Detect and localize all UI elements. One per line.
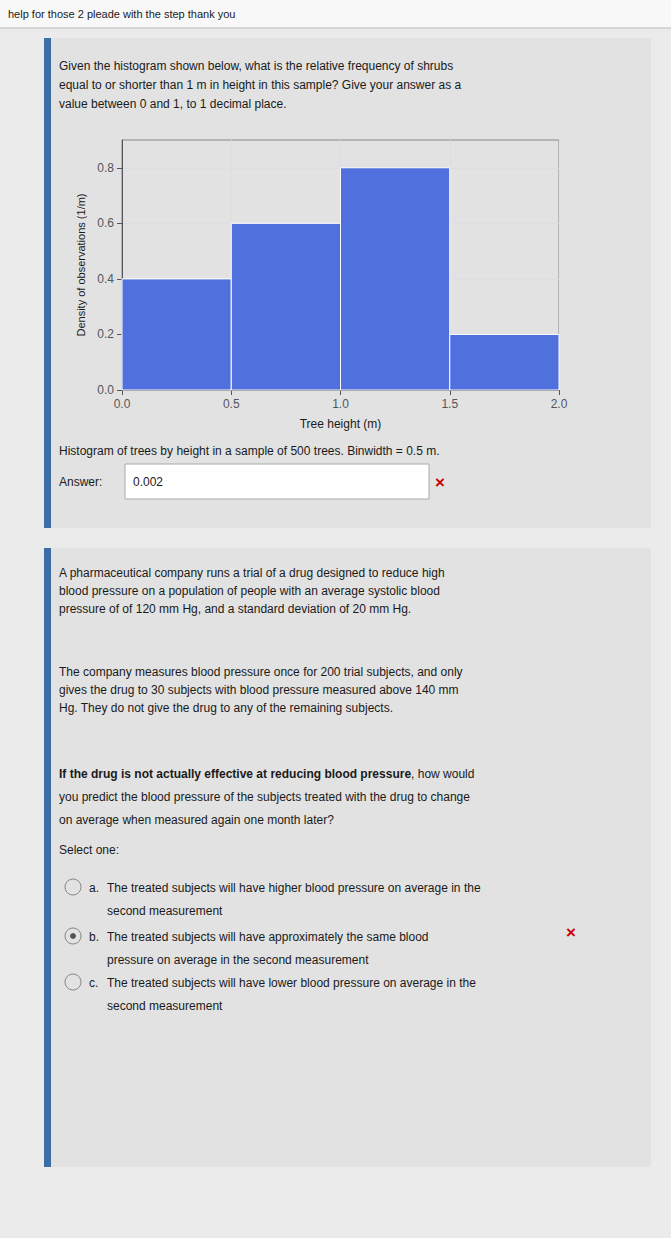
svg-text:Histogram of trees by height i: Histogram of trees by height in a sample…	[59, 444, 440, 458]
svg-text:second measurement: second measurement	[107, 999, 223, 1013]
svg-text:0.5: 0.5	[223, 397, 240, 411]
svg-text:second measurement: second measurement	[107, 904, 223, 918]
svg-text:0.4: 0.4	[97, 272, 114, 286]
svg-text:gives the drug to 30 subjects: gives the drug to 30 subjects with blood…	[59, 683, 459, 697]
svg-text:c.: c.	[89, 976, 98, 990]
svg-text:1.5: 1.5	[441, 397, 458, 411]
svg-text:0.6: 0.6	[97, 216, 114, 230]
svg-text:2.0: 2.0	[551, 397, 568, 411]
svg-text:pressure of of 120 mm Hg, and: pressure of of 120 mm Hg, and a standard…	[59, 602, 411, 616]
svg-text:0.2: 0.2	[97, 327, 114, 341]
svg-text:0.002: 0.002	[133, 475, 163, 489]
svg-text:A pharmaceutical company runs: A pharmaceutical company runs a trial of…	[59, 566, 445, 580]
svg-text:0.0: 0.0	[114, 397, 131, 411]
svg-text:pressure on average in the sec: pressure on average in the second measur…	[107, 953, 369, 967]
svg-text:you predict the blood pressure: you predict the blood pressure of the su…	[59, 790, 470, 804]
svg-text:help for those 2 pleade with t: help for those 2 pleade with the step th…	[8, 8, 236, 20]
svg-text:The company measures blood pre: The company measures blood pressure once…	[59, 665, 463, 679]
svg-text:, how would: , how would	[411, 767, 474, 781]
svg-text:Select one:: Select one:	[59, 843, 119, 857]
svg-text:The treated subjects will have: The treated subjects will have approxima…	[107, 930, 429, 944]
svg-text:Density of observations (1/m): Density of observations (1/m)	[75, 193, 87, 336]
svg-text:on average when measured again: on average when measured again one month…	[59, 813, 334, 827]
svg-text:a.: a.	[89, 881, 99, 895]
svg-text:If the drug is not actually ef: If the drug is not actually effective at…	[59, 767, 411, 781]
svg-text:0.8: 0.8	[97, 161, 114, 175]
svg-text:equal to or shorter than 1 m i: equal to or shorter than 1 m in height i…	[59, 78, 462, 92]
svg-text:The treated subjects will have: The treated subjects will have higher bl…	[107, 881, 481, 895]
svg-text:Tree height (m): Tree height (m)	[300, 417, 382, 431]
svg-text:×: ×	[435, 473, 445, 492]
svg-text:Given the histogram shown belo: Given the histogram shown below, what is…	[59, 59, 453, 73]
svg-text:Answer:: Answer:	[59, 475, 102, 489]
svg-text:blood pressure on a population: blood pressure on a population of people…	[59, 584, 440, 598]
svg-text:×: ×	[566, 923, 576, 942]
svg-text:0.0: 0.0	[97, 383, 114, 397]
svg-text:The treated subjects will have: The treated subjects will have lower blo…	[107, 976, 476, 990]
svg-text:b.: b.	[89, 930, 99, 944]
svg-text:value between 0 and 1, to 1 de: value between 0 and 1, to 1 decimal plac…	[59, 97, 286, 111]
svg-text:1.0: 1.0	[332, 397, 349, 411]
svg-text:Hg. They do not give the drug: Hg. They do not give the drug to any of …	[59, 701, 393, 715]
